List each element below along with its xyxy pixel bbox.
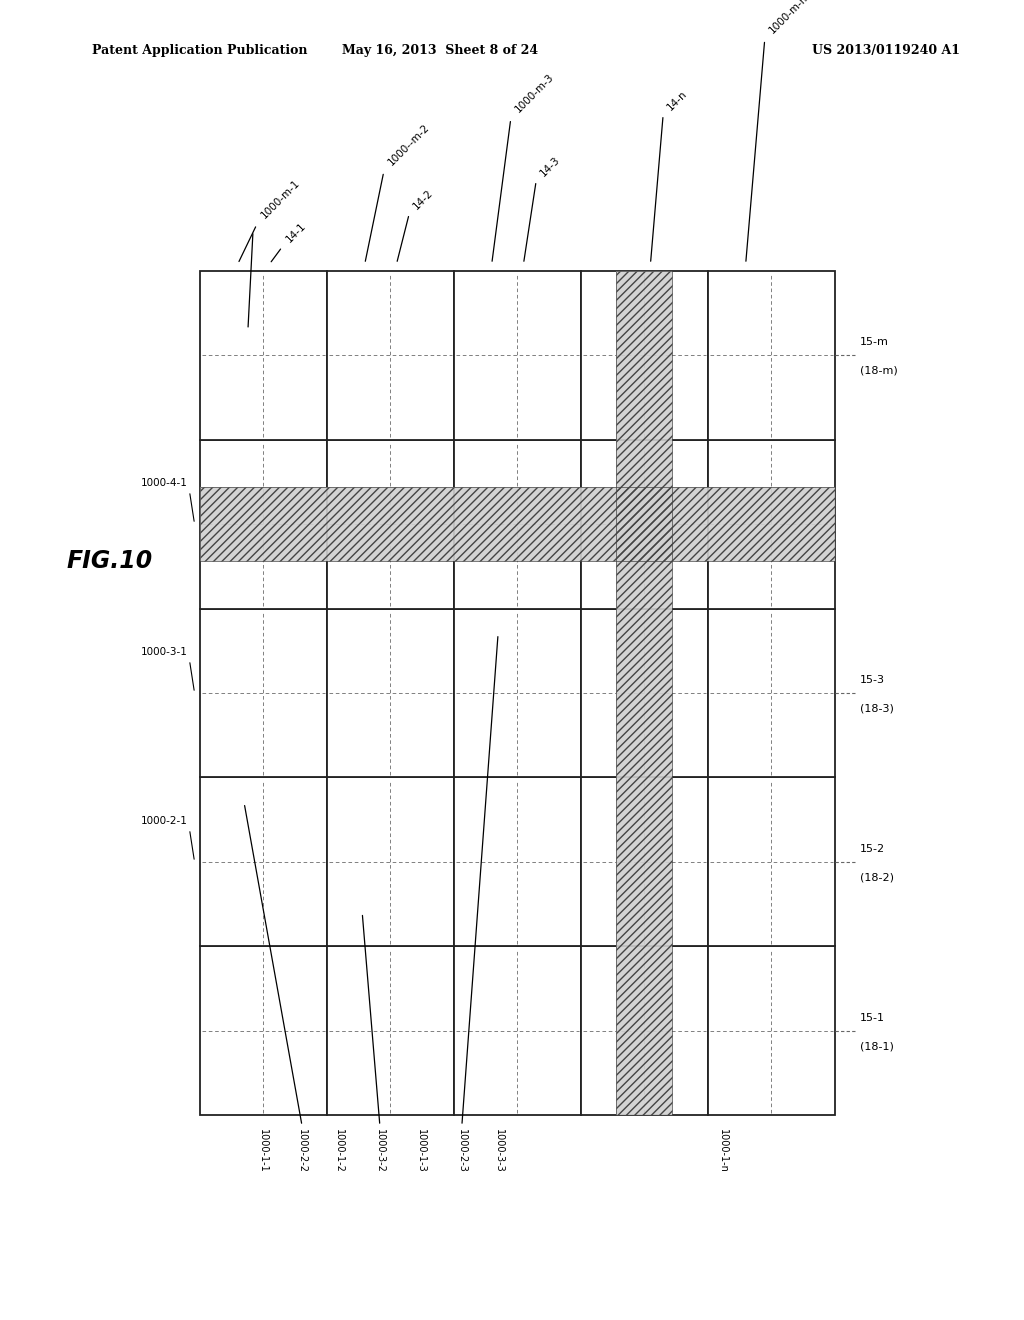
Bar [200,440,327,609]
Bar [327,609,454,777]
Text: 1000-3-1: 1000-3-1 [140,647,187,657]
Bar [581,777,708,946]
Text: 14-3: 14-3 [539,154,562,178]
Bar [327,440,454,609]
Bar [454,609,581,777]
Text: Patent Application Publication: Patent Application Publication [92,44,307,57]
Text: 15-2: 15-2 [860,843,886,854]
Bar [454,946,581,1115]
Bar [200,609,327,777]
Bar [454,271,581,440]
Bar [200,777,327,946]
Text: 1000-3-2: 1000-3-2 [375,1129,385,1172]
Bar [200,271,327,440]
Text: 1000-1-n: 1000-1-n [718,1129,728,1172]
Text: 15-1: 15-1 [860,1012,885,1023]
Text: 14-1: 14-1 [285,220,308,244]
Bar [327,777,454,946]
Text: 14-2: 14-2 [412,187,435,211]
Text: 1000-2-3: 1000-2-3 [457,1129,467,1172]
Text: 1000-1-2: 1000-1-2 [334,1129,344,1172]
Bar [708,609,835,777]
Text: 1000-m-3: 1000-m-3 [513,73,555,115]
Bar [708,440,835,609]
Bar [708,777,835,946]
Bar [581,609,708,777]
Bar [200,946,327,1115]
Text: 1000-3-3: 1000-3-3 [494,1129,504,1172]
Bar [327,946,454,1115]
Text: 14-n: 14-n [666,88,689,112]
Bar [708,271,835,440]
Bar [454,440,581,609]
Text: 1000-1-1: 1000-1-1 [258,1129,268,1172]
Text: (18-m): (18-m) [860,366,898,376]
Text: 1000-2-1: 1000-2-1 [140,816,187,826]
Text: May 16, 2013  Sheet 8 of 24: May 16, 2013 Sheet 8 of 24 [342,44,539,57]
Text: 15-m: 15-m [860,337,889,347]
Text: 15-3: 15-3 [860,675,885,685]
Text: 1000-2-2: 1000-2-2 [297,1129,307,1172]
Bar [327,271,454,440]
Text: 1000--m-2: 1000--m-2 [386,123,431,168]
Bar [581,271,708,440]
Text: 1000-m-n: 1000-m-n [767,0,809,36]
Text: (18-3): (18-3) [860,704,894,714]
Bar [200,487,835,561]
Bar [454,777,581,946]
Bar [616,271,672,1115]
Bar [581,946,708,1115]
Bar [708,946,835,1115]
Text: (18-2): (18-2) [860,873,894,883]
Bar [581,440,708,609]
Text: US 2013/0119240 A1: US 2013/0119240 A1 [812,44,959,57]
Text: 1000-1-3: 1000-1-3 [416,1129,426,1172]
Text: FIG.10: FIG.10 [67,549,153,573]
Text: (18-1): (18-1) [860,1041,894,1052]
Text: 1000-m-1: 1000-m-1 [259,178,301,220]
Bar [200,487,835,561]
Text: 1000-4-1: 1000-4-1 [140,478,187,488]
Bar [616,271,672,1115]
